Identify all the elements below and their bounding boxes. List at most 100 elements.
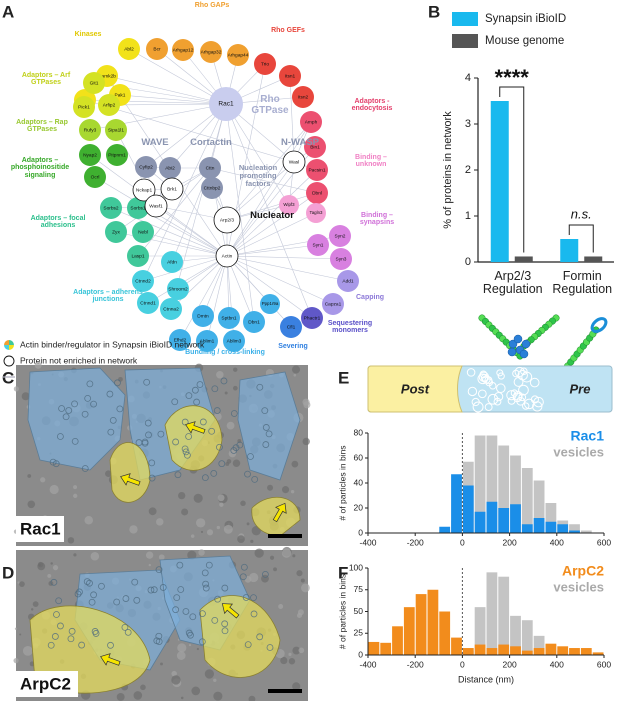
protein-label: Ppp1r9a	[262, 301, 279, 306]
group-label: Severing	[278, 343, 308, 350]
em-image: Rac1	[13, 361, 311, 546]
vesicle-icon	[533, 396, 544, 408]
vesicle	[55, 597, 63, 605]
vesicle	[202, 584, 210, 592]
vesicle	[68, 627, 76, 635]
x-tick-label: -400	[359, 659, 376, 669]
vesicle	[53, 611, 60, 618]
protein-node	[199, 157, 221, 179]
em-texture	[195, 518, 206, 528]
em-texture	[32, 601, 39, 608]
protein-label: Abi2	[165, 165, 175, 171]
protein-node	[223, 330, 245, 352]
vesicle	[74, 590, 82, 598]
vesicle	[239, 573, 247, 581]
protein-label: Lasp1	[131, 253, 144, 259]
histogram-bar	[498, 445, 510, 533]
vesicle	[256, 633, 264, 641]
legend-icon	[9, 345, 14, 350]
histogram-bar	[403, 607, 415, 655]
histogram-bar	[380, 642, 392, 655]
protein-node	[306, 182, 328, 204]
interaction-edge	[226, 255, 313, 319]
group-label: Rho GEFs	[271, 27, 305, 34]
protein-label: Camk2b	[98, 73, 116, 79]
arrow-shape	[120, 473, 141, 486]
vesicle	[266, 644, 274, 651]
protein-node	[260, 294, 280, 314]
em-texture	[250, 539, 254, 543]
vesicle	[157, 430, 165, 438]
vesicle	[185, 629, 193, 637]
protein-node	[337, 270, 359, 292]
histogram-bar	[486, 648, 498, 655]
group-label: Adaptors – phosphoinositide signaling	[10, 157, 70, 179]
vesicle	[196, 381, 204, 388]
protein-node	[280, 316, 302, 338]
histogram-bar	[474, 644, 486, 655]
vesicle	[91, 628, 99, 635]
protein-node	[100, 197, 122, 219]
panel-label: D	[2, 563, 14, 582]
vesicle-icon	[494, 392, 504, 402]
interaction-edge	[226, 255, 334, 305]
vesicle-icon	[517, 369, 528, 381]
vesicle	[176, 561, 184, 569]
protein-node	[132, 221, 154, 243]
em-texture	[17, 581, 20, 584]
vesicle	[83, 578, 91, 585]
vesicle	[244, 641, 252, 649]
em-texture	[118, 376, 123, 382]
em-texture	[216, 525, 221, 530]
em-texture	[292, 646, 301, 655]
y-tick-label: 3	[465, 118, 471, 130]
protein-node	[127, 197, 149, 219]
arp23-complex	[507, 347, 517, 357]
postsynaptic-spine	[164, 405, 223, 471]
hub-label: Rho GTPase	[251, 94, 289, 116]
protein-label: Syn3	[336, 256, 347, 262]
interaction-edge	[226, 161, 295, 221]
protein-label: Wipf3	[283, 202, 295, 207]
histogram-bar	[510, 615, 521, 655]
vesicle	[181, 418, 189, 426]
protein-label: Cttn	[206, 165, 215, 171]
em-texture	[19, 633, 22, 636]
vesicle	[90, 400, 97, 408]
vesicle	[155, 566, 163, 574]
interaction-edge	[226, 192, 318, 221]
panel-label: A	[2, 2, 14, 21]
vesicle	[251, 475, 259, 483]
protein-node	[83, 72, 105, 94]
em-texture	[156, 518, 164, 526]
protein-node	[254, 53, 276, 75]
em-texture	[246, 522, 250, 526]
protein-label: Ctnna2	[163, 306, 179, 312]
interaction-edge	[226, 255, 349, 282]
histogram-bar	[498, 644, 510, 655]
vesicle	[147, 586, 155, 594]
interaction-edge	[142, 231, 228, 257]
em-texture	[225, 461, 230, 466]
vesicle-icon	[513, 391, 523, 401]
vesicle	[71, 400, 78, 408]
vesicle	[62, 413, 70, 421]
protein-node	[329, 225, 351, 247]
histogram-bar	[545, 503, 557, 533]
histogram-bar	[545, 521, 557, 533]
protein-node	[306, 159, 328, 181]
vesicle	[221, 627, 229, 635]
em-texture	[273, 567, 277, 572]
significance-label: n.s.	[571, 206, 592, 221]
protein-label: Sptbn1	[221, 315, 237, 321]
protein-label: Bcr	[153, 46, 161, 52]
interaction-edge	[110, 207, 228, 257]
protein-label: Sipa1l1	[108, 127, 124, 133]
vesicle	[256, 383, 264, 391]
protein-label: Ablim1	[200, 338, 215, 344]
protein-node	[300, 111, 322, 133]
y-tick-label: 75	[354, 584, 364, 594]
vesicle	[171, 398, 179, 406]
protein-node	[307, 234, 329, 256]
